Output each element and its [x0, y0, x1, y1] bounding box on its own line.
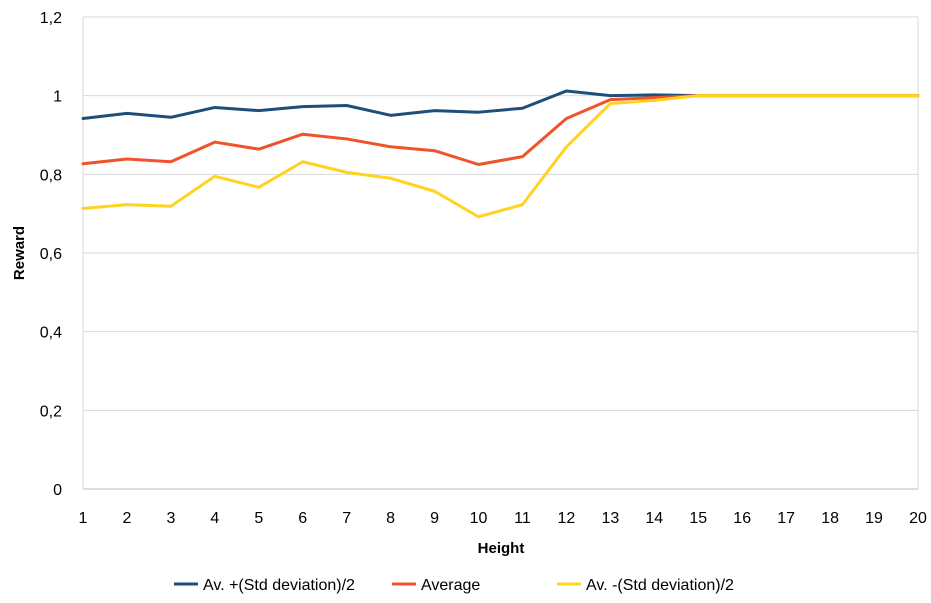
- x-axis-title: Height: [478, 540, 525, 557]
- x-tick-label: 2: [122, 510, 131, 527]
- legend-label: Av. -(Std deviation)/2: [586, 577, 734, 594]
- x-tick-label: 14: [645, 510, 663, 527]
- x-tick-label: 11: [514, 510, 531, 527]
- x-tick-label: 19: [865, 510, 883, 527]
- x-tick-label: 20: [909, 510, 927, 527]
- x-axis-tick-labels: 1 2 3 4 5 6 7 8 9 10 11 12 13 14 15 16 17 18 19 20: [79, 510, 927, 527]
- legend-label: Average: [421, 577, 480, 594]
- y-tick-label: 0,4: [40, 325, 62, 342]
- x-tick-label: 17: [777, 510, 795, 527]
- x-tick-label: 4: [210, 510, 219, 527]
- x-tick-label: 6: [298, 510, 307, 527]
- y-axis-title: Reward: [11, 226, 28, 280]
- x-tick-label: 5: [254, 510, 263, 527]
- x-tick-label: 8: [386, 510, 395, 527]
- x-tick-label: 3: [166, 510, 175, 527]
- gridlines: [83, 16, 918, 490]
- y-tick-label: 1,2: [40, 10, 62, 27]
- y-tick-label: 1: [53, 89, 62, 106]
- y-tick-label: 0,6: [40, 246, 62, 263]
- series-lines: [81, 89, 920, 219]
- y-tick-label: 0: [53, 482, 62, 499]
- y-axis-tick-labels: 0 0,2 0,4 0,6 0,8 1 1,2: [40, 10, 62, 499]
- x-tick-label: 13: [601, 510, 619, 527]
- x-tick-label: 1: [79, 510, 88, 527]
- series-line-3: [81, 94, 920, 219]
- x-tick-label: 15: [689, 510, 707, 527]
- y-tick-label: 0,2: [40, 403, 62, 420]
- x-tick-label: 18: [821, 510, 839, 527]
- legend-label: Av. +(Std deviation)/2: [203, 577, 355, 594]
- x-tick-label: 16: [733, 510, 751, 527]
- series-line-2: [81, 94, 920, 166]
- legend: Av. +(Std deviation)/2 Average Av. -(Std d…: [174, 577, 734, 594]
- x-tick-label: 12: [558, 510, 576, 527]
- y-tick-label: 0,8: [40, 167, 62, 184]
- x-tick-label: 9: [430, 510, 439, 527]
- x-tick-label: 10: [470, 510, 488, 527]
- x-tick-label: 7: [342, 510, 351, 527]
